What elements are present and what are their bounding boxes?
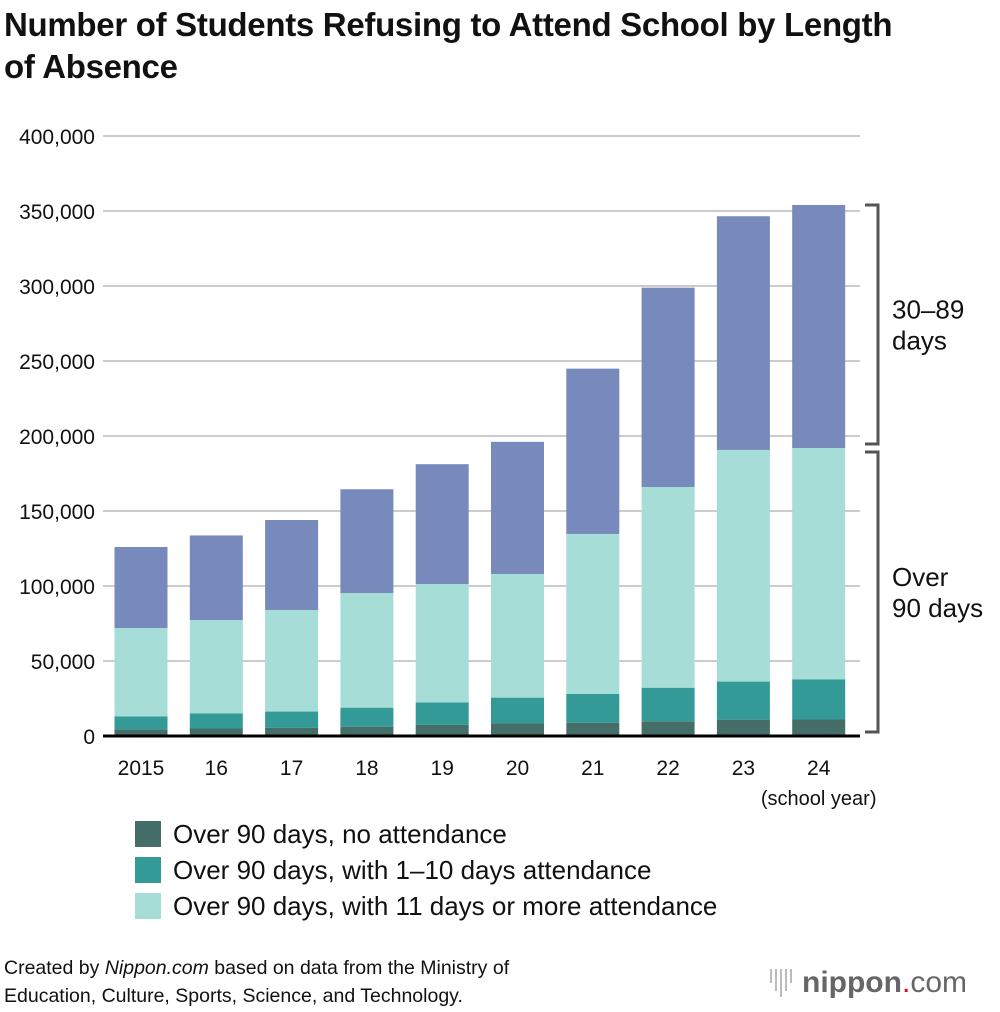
bar-segment: [114, 729, 168, 736]
bar-segment: [491, 441, 544, 574]
bar-segment: [265, 711, 319, 728]
logo-text: nippon: [802, 966, 902, 999]
legend-swatch: [135, 857, 161, 883]
x-tick-label: 16: [205, 757, 228, 780]
bar-segment: [265, 520, 319, 610]
y-tick-label: 300,000: [19, 276, 95, 299]
y-tick-label: 350,000: [19, 201, 95, 224]
bar-segment: [340, 707, 394, 727]
legend-swatch: [135, 893, 161, 919]
x-tick-label: 24: [807, 757, 831, 780]
bar-segment: [340, 593, 394, 708]
legend-label: Over 90 days, with 11 days or more atten…: [173, 890, 718, 921]
y-tick-label: 200,000: [19, 426, 95, 449]
bar-segment: [641, 487, 695, 688]
bar-segment: [792, 205, 846, 448]
bar-segment: [566, 694, 620, 723]
chart-plot: 0 50,000 100,000 150,000 200,000 250,000 300,0…: [19, 126, 983, 810]
legend-item: Over 90 days, no attendance: [135, 816, 717, 852]
x-tick-label: 23: [732, 757, 755, 780]
x-tick-label: 21: [581, 757, 604, 780]
x-tick-label: 18: [355, 757, 378, 780]
bar-segment: [566, 533, 620, 694]
y-tick-label: 150,000: [19, 501, 95, 524]
bar-segment: [716, 449, 770, 682]
source-line2: Education, Culture, Sports, Science, and…: [4, 985, 463, 1007]
source-suffix: based on data from the Ministry of: [208, 957, 510, 979]
legend-label: Over 90 days, no attendance: [173, 818, 507, 849]
source-site: Nippon.com: [104, 957, 209, 979]
x-tick-label: 19: [431, 757, 454, 780]
bar-segment: [189, 728, 243, 736]
bar-segment: [491, 723, 544, 736]
bar-segment: [491, 574, 544, 698]
logo-dot: .: [901, 966, 911, 999]
bar-segment: [340, 489, 394, 594]
logo-suffix: com: [910, 966, 967, 999]
bar-segment: [792, 719, 846, 736]
bar-segment: [415, 724, 469, 736]
y-tick-label: 250,000: [19, 351, 95, 374]
x-axis-label: (school year): [761, 788, 877, 810]
source-prefix: Created by: [4, 957, 105, 979]
bar-segment: [340, 726, 394, 736]
legend-item: Over 90 days, with 1–10 days attendance: [135, 852, 717, 888]
bar-segment: [566, 368, 620, 534]
legend-label: Over 90 days, with 1–10 days attendance: [173, 854, 652, 885]
bar-segment: [641, 287, 695, 487]
bar-segment: [792, 448, 846, 680]
bar-segment: [189, 535, 243, 621]
bar-segment: [641, 721, 695, 736]
bar-segment: [265, 610, 319, 712]
bar-segment: [566, 722, 620, 736]
bar-segment: [792, 679, 846, 720]
bar-segment: [114, 716, 168, 730]
x-tick-label: 2015: [118, 757, 165, 780]
bracket-over-90-days: [865, 450, 880, 734]
bar-segment: [716, 216, 770, 450]
bar-segment: [491, 697, 544, 724]
x-tick-label: 22: [656, 757, 679, 780]
y-tick-label: 400,000: [19, 126, 95, 149]
bar-segment: [415, 702, 469, 725]
x-tick-label: 20: [506, 757, 529, 780]
legend: Over 90 days, no attendance Over 90 days,…: [135, 816, 717, 924]
bar-segment: [716, 681, 770, 720]
nippon-logo: nippon. com: [770, 966, 967, 1000]
bracket-30-89-days-label: 30–89: [892, 295, 964, 325]
bar-segment: [415, 464, 469, 585]
bracket-30-89-days: [865, 203, 880, 446]
legend-item: Over 90 days, with 11 days or more atten…: [135, 888, 717, 924]
legend-swatch: [135, 821, 161, 847]
bar-segment: [114, 628, 168, 717]
bracket-over-90-days-label: Over: [892, 562, 949, 592]
y-tick-label: 0: [83, 726, 95, 749]
logo-mark-icon: [770, 969, 792, 997]
bar-segment: [265, 727, 319, 736]
source-note: Created by Nippon.com based on data from…: [4, 954, 509, 1010]
bar-segment: [189, 713, 243, 729]
y-tick-label: 50,000: [31, 651, 95, 674]
bar-segment: [114, 547, 168, 628]
bracket-30-89-days-label: days: [892, 326, 947, 356]
x-tick-label: 17: [280, 757, 303, 780]
y-tick-label: 100,000: [19, 576, 95, 599]
bracket-over-90-days-label: 90 days: [892, 593, 983, 623]
bar-segment: [716, 719, 770, 736]
bar-segment: [189, 620, 243, 714]
bar-segment: [415, 584, 469, 703]
chart-title: Number of Students Refusing to Attend Sc…: [4, 6, 893, 85]
bar-segment: [641, 687, 695, 722]
